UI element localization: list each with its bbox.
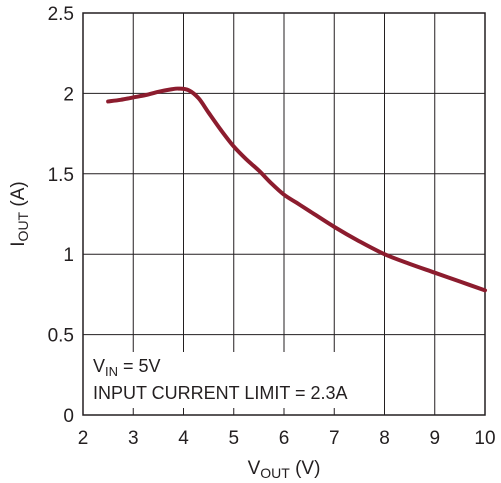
y-axis-title: IOUT (A) [8, 181, 31, 246]
x-tick-label: 7 [329, 428, 340, 449]
x-tick-label: 2 [78, 428, 89, 449]
x-tick-label: 6 [279, 428, 290, 449]
annotation-vin: VIN = 5V [93, 356, 161, 379]
y-tick-labels: 0 0.5 1 1.5 2 2.5 [48, 4, 74, 427]
x-axis-title: VOUT (V) [248, 458, 321, 481]
x-tick-label: 9 [429, 428, 440, 449]
x-tick-label: 4 [178, 428, 189, 449]
y-tick-label: 0.5 [48, 326, 74, 347]
series-layer [106, 86, 487, 293]
x-tick-label: 5 [228, 428, 239, 449]
y-tick-label: 2 [63, 84, 74, 105]
grid [82, 12, 486, 416]
plot-frame [82, 12, 486, 416]
annotation-current-limit: INPUT CURRENT LIMIT = 2.3A [93, 383, 348, 403]
x-tick-label: 8 [379, 428, 390, 449]
y-tick-label: 2.5 [48, 4, 74, 25]
y-tick-label: 1 [63, 245, 74, 266]
x-tick-label: 10 [474, 428, 495, 449]
x-tick-label: 3 [128, 428, 139, 449]
y-tick-label: 1.5 [48, 165, 74, 186]
series-line-iout [106, 86, 487, 293]
annotation-background [88, 352, 368, 408]
x-tick-labels: 2 3 4 5 6 7 8 9 10 [78, 428, 496, 449]
y-tick-label: 0 [63, 406, 74, 427]
